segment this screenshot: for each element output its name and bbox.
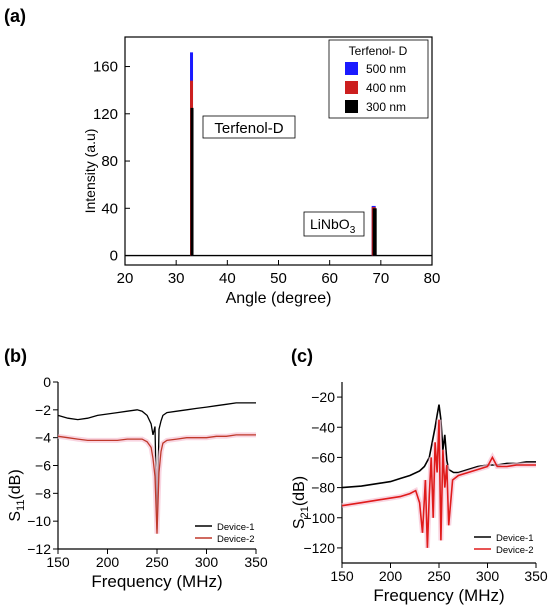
y-tick-label: 40 xyxy=(101,200,118,217)
annotation-box xyxy=(303,211,365,237)
legend-label: Device-2 xyxy=(496,545,534,556)
legend-label: 500 nm xyxy=(366,62,406,76)
legend-swatch xyxy=(345,81,358,94)
y-tick-label: −2 xyxy=(35,402,51,418)
y-axis-label-sub: 11 xyxy=(15,500,27,511)
peak-300-nm xyxy=(190,107,194,256)
y-tick-label: 120 xyxy=(93,106,118,123)
y-axis-label-main: S xyxy=(291,518,308,529)
x-tick-label: 40 xyxy=(219,270,236,287)
y-axis-label: Intensity (a.u) xyxy=(82,129,98,214)
y-tick-label: −80 xyxy=(311,480,335,496)
x-tick-label: 20 xyxy=(117,270,134,287)
y-tick-label: 160 xyxy=(93,59,118,76)
y-axis-label-unit: (dB) xyxy=(291,476,308,506)
x-tick-label: 150 xyxy=(46,554,70,570)
chart-panel-1: (a) 20 30 40 50 60 70 80 0 40 80 120 160 Angle (degre… xyxy=(4,6,440,307)
x-tick-label: 80 xyxy=(424,270,441,287)
x-axis-label: Frequency (MHz) xyxy=(373,586,504,605)
x-tick-label: 200 xyxy=(96,554,120,570)
annotation-linbo3-sub: 3 xyxy=(350,225,356,236)
x-axis-label: Angle (degree) xyxy=(226,290,332,307)
x-tick-label: 200 xyxy=(379,568,403,584)
y-tick-label: −10 xyxy=(27,513,51,529)
y-axis-label-sub: 21 xyxy=(299,506,311,518)
y-axis-label: S11(dB) xyxy=(7,469,27,521)
legend-title: Terfenol- D xyxy=(349,44,408,58)
legend-label: Device-1 xyxy=(217,522,255,533)
legend-label: Device-1 xyxy=(496,533,534,544)
x-tick-label: 70 xyxy=(372,270,389,287)
x-tick-label: 60 xyxy=(321,270,338,287)
series-line-device-2 xyxy=(57,434,256,534)
y-axis-label-unit: (dB) xyxy=(7,469,24,499)
y-tick-label: −60 xyxy=(311,449,335,465)
panel-label: (c) xyxy=(291,346,313,366)
x-tick-label: 50 xyxy=(270,270,287,287)
y-tick-label: −8 xyxy=(35,485,51,501)
annotation-linbo3-main: LiNbO xyxy=(310,216,350,232)
x-tick-label: 300 xyxy=(476,568,500,584)
legend-label: Device-2 xyxy=(217,534,255,545)
series-line-device-1 xyxy=(341,404,536,489)
y-tick-label: −120 xyxy=(303,540,335,556)
y-tick-label: −12 xyxy=(27,541,51,557)
legend-swatch xyxy=(345,100,358,113)
chart-panel-2: (b) 150 200 250 300 350 0 −2 −4 −6 −8 −10 −12 Frequen… xyxy=(4,346,268,591)
panel-label: (a) xyxy=(4,6,26,26)
y-tick-label: −6 xyxy=(35,458,51,474)
annotation-linbo3: LiNbO3 xyxy=(310,216,356,236)
series-line-device-2 xyxy=(341,419,536,548)
x-tick-label: 350 xyxy=(244,554,268,570)
y-axis-label-main: S xyxy=(7,511,24,522)
legend: Terfenol- D 500 nm 400 nm 300 nm xyxy=(328,39,429,119)
x-tick-label: 350 xyxy=(524,568,548,584)
annotation-terfenol: Terfenol-D xyxy=(214,120,283,137)
chart-panel-3: (c) 150 200 250 300 350 −20 −40 −60 −80 −100 −120 Fr… xyxy=(291,346,548,605)
panel-label: (b) xyxy=(4,346,27,366)
annotation-box xyxy=(202,115,296,139)
legend-label: 400 nm xyxy=(366,81,406,95)
x-tick-label: 30 xyxy=(168,270,185,287)
peak-300-nm xyxy=(372,208,377,256)
y-tick-label: −40 xyxy=(311,419,335,435)
y-tick-label: −20 xyxy=(311,389,335,405)
legend-label: 300 nm xyxy=(366,100,406,114)
y-tick-label: 80 xyxy=(101,153,118,170)
legend-swatch xyxy=(345,62,358,75)
y-tick-label: −4 xyxy=(35,430,51,446)
y-tick-label: 0 xyxy=(110,248,118,265)
y-axis-label: S21(dB) xyxy=(291,476,311,529)
x-tick-label: 300 xyxy=(195,554,219,570)
x-tick-label: 150 xyxy=(330,568,354,584)
y-tick-label: 0 xyxy=(43,374,51,390)
x-tick-label: 250 xyxy=(145,554,169,570)
y-tick-label: −100 xyxy=(303,510,335,526)
x-axis-label: Frequency (MHz) xyxy=(91,572,222,591)
x-tick-label: 250 xyxy=(427,568,451,584)
